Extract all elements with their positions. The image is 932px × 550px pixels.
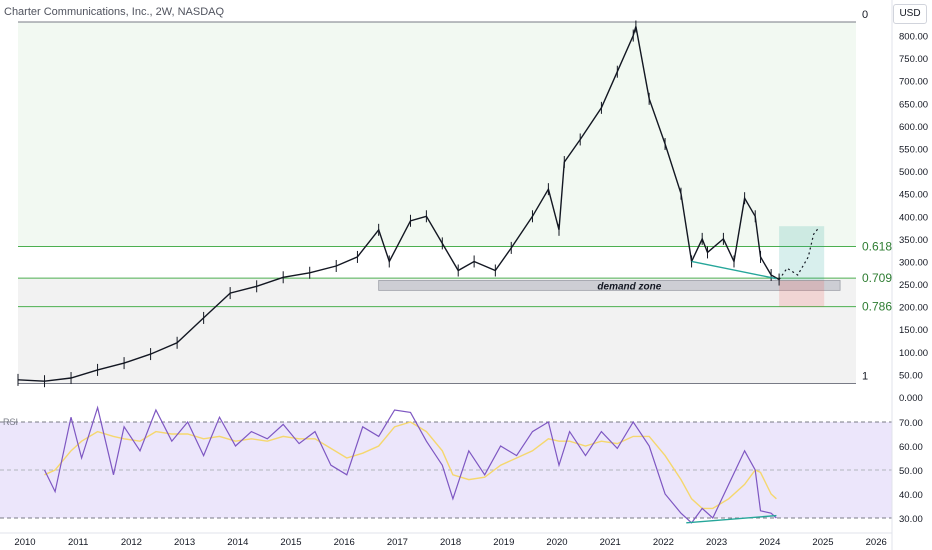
time-tick-label: 2023 xyxy=(706,537,727,548)
rsi-label: RSI xyxy=(3,417,18,427)
time-tick-label: 2014 xyxy=(227,537,248,548)
price-tick-label: 100.00 xyxy=(899,348,928,359)
price-tick-label: 250.00 xyxy=(899,280,928,291)
time-tick-label: 2011 xyxy=(68,537,88,548)
price-axis: 800.00 750.00 700.00 650.00 600.00 550.00 500.… xyxy=(891,0,928,550)
time-tick-label: 2019 xyxy=(493,537,514,548)
price-tick-label: 50.00 xyxy=(899,370,923,381)
time-tick-label: 2025 xyxy=(812,537,833,548)
rsi-ma-line xyxy=(44,421,777,510)
rsi-tick-label: 30.00 xyxy=(899,514,923,525)
time-axis: 2010 2011 2012 2013 2014 2015 2016 2017 2018 2019… xyxy=(0,532,892,548)
price-tick-label: 600.00 xyxy=(899,122,928,133)
upper-zone-fill xyxy=(18,22,856,247)
time-tick-label: 2024 xyxy=(759,537,780,548)
price-tick-label: 300.00 xyxy=(899,257,928,268)
fib-label: 0.786 xyxy=(862,300,892,314)
currency-button[interactable]: USD xyxy=(893,4,927,24)
fib-label: 1 xyxy=(862,370,868,382)
price-tick-label: 150.00 xyxy=(899,325,928,336)
rsi-trendline xyxy=(686,514,777,524)
time-tick-label: 2016 xyxy=(334,537,355,548)
price-tick-label: 200.00 xyxy=(899,303,928,314)
time-tick-label: 2026 xyxy=(866,537,887,548)
stop-zone xyxy=(779,280,825,307)
time-tick-label: 2018 xyxy=(440,537,461,548)
time-tick-label: 2012 xyxy=(121,537,142,548)
price-tick-label: 450.00 xyxy=(899,190,928,201)
time-tick-label: 2021 xyxy=(600,537,621,548)
target-zone xyxy=(779,226,825,281)
time-tick-label: 2010 xyxy=(14,537,35,548)
time-tick-label: 2015 xyxy=(280,537,301,548)
time-tick-label: 2020 xyxy=(546,537,567,548)
fib-label: 0.618 xyxy=(862,240,892,254)
rsi-line xyxy=(43,405,777,524)
chart-title: Charter Communications, Inc., 2W, NASDAQ xyxy=(4,6,225,18)
rsi-tick-label: 40.00 xyxy=(899,490,923,501)
demand-zone-rect xyxy=(378,280,841,291)
time-tick-label: 2013 xyxy=(174,537,195,548)
price-tick-label: 500.00 xyxy=(899,167,928,178)
rsi-tick-label: 50.00 xyxy=(899,466,923,477)
price-tick-label: 550.00 xyxy=(899,145,928,156)
price-tick-label: 750.00 xyxy=(899,54,928,65)
demand-zone: demand zone xyxy=(378,280,841,292)
rsi-tick-label: 60.00 xyxy=(899,442,923,453)
fib-label: 0 xyxy=(862,9,868,21)
price-tick-label: 400.00 xyxy=(899,212,928,223)
demand-zone-label: demand zone xyxy=(597,281,661,292)
price-tick-label: 800.00 xyxy=(899,32,928,43)
rsi-tick-label: 70.00 xyxy=(899,418,923,429)
fib-label: 0.709 xyxy=(862,271,892,285)
rsi-panel: RSI xyxy=(0,405,892,524)
time-tick-label: 2017 xyxy=(387,537,408,548)
position-box xyxy=(779,226,825,307)
lower-zone-fill xyxy=(18,278,856,384)
price-trendline xyxy=(691,260,777,280)
fib-levels: 0 0.618 0.709 0.786 1 xyxy=(18,9,892,384)
price-tick-label: 700.00 xyxy=(899,77,928,88)
projection-path xyxy=(778,227,820,280)
time-tick-label: 2022 xyxy=(653,537,674,548)
price-tick-label: 350.00 xyxy=(899,235,928,246)
price-tick-label: 0.000 xyxy=(899,393,923,404)
price-tick-label: 650.00 xyxy=(899,99,928,110)
price-series xyxy=(17,20,820,388)
